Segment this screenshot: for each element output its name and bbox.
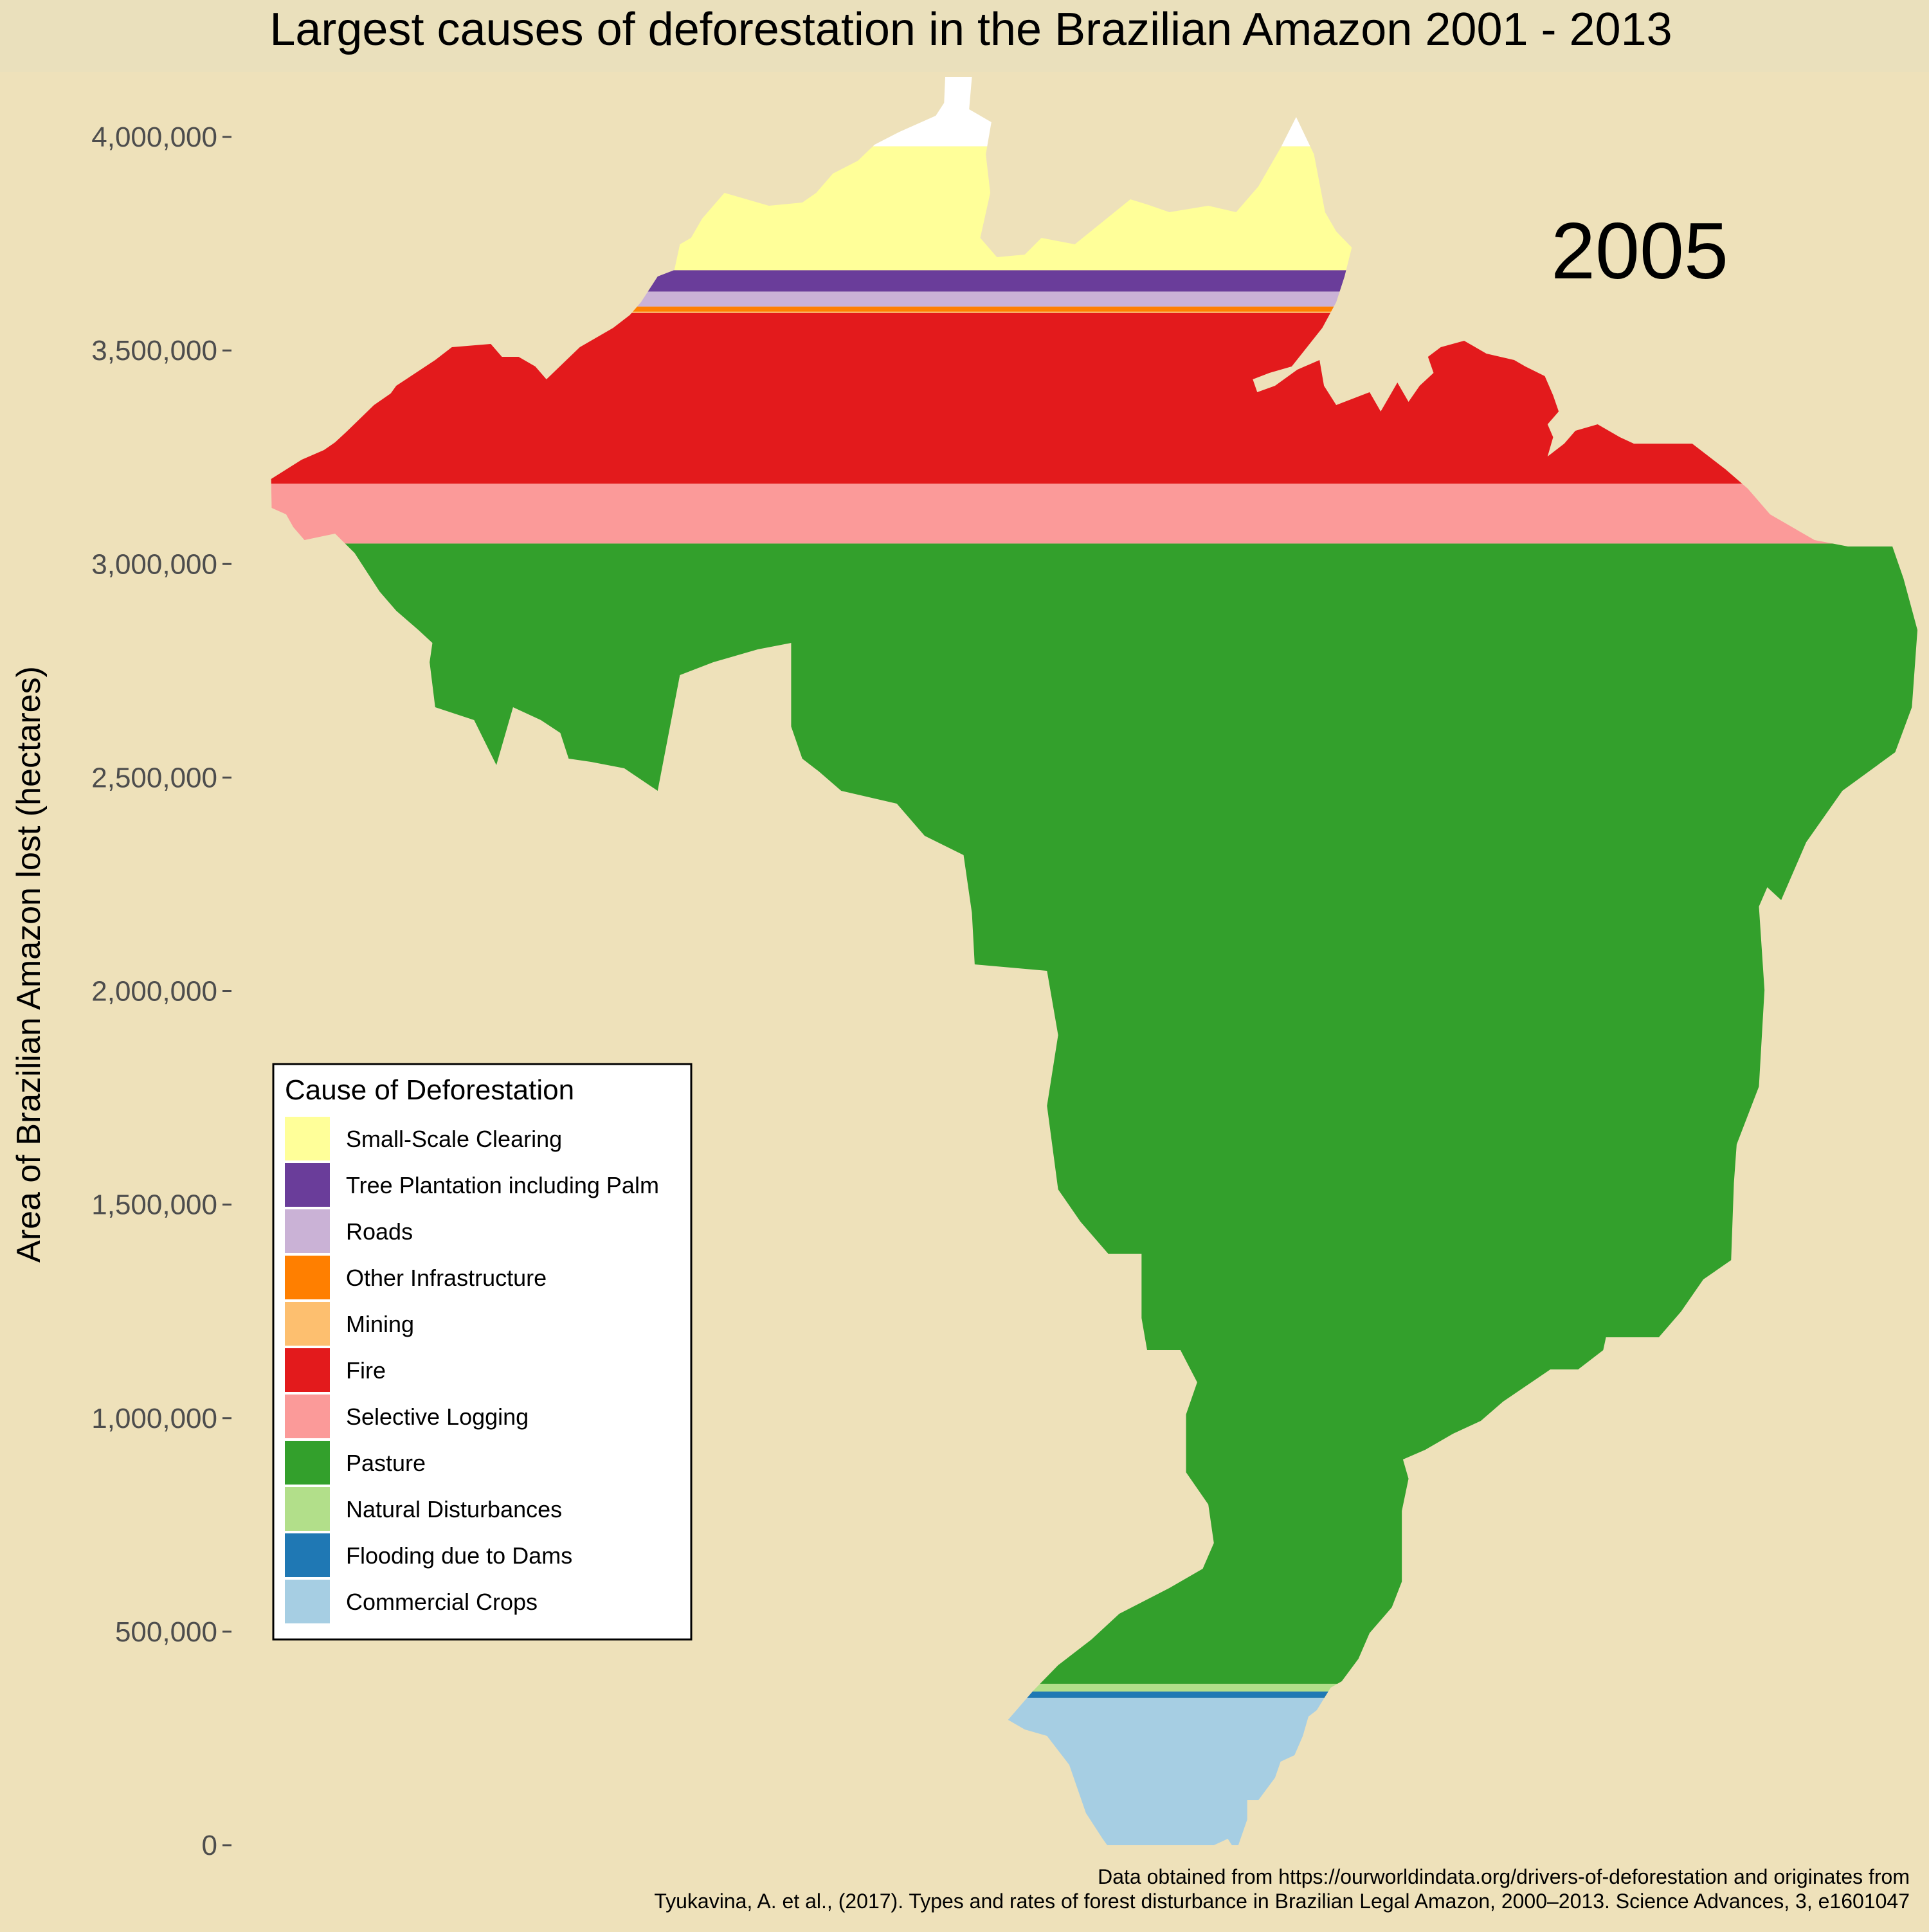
y-tick-label: 2,500,000 bbox=[91, 762, 217, 793]
legend-items: Small-Scale Clearing Tree Plantation incl… bbox=[285, 1117, 659, 1623]
y-tick-label: 2,000,000 bbox=[91, 976, 217, 1007]
y-tick-label: 1,500,000 bbox=[91, 1189, 217, 1221]
legend-key bbox=[285, 1533, 330, 1577]
legend-box bbox=[272, 1063, 693, 1641]
legend-title: Cause of Deforestation bbox=[285, 1074, 574, 1106]
chart-title: Largest causes of deforestation in the B… bbox=[269, 4, 1672, 55]
legend-label: Tree Plantation including Palm bbox=[346, 1172, 659, 1198]
legend-label: Natural Disturbances bbox=[346, 1496, 562, 1522]
band-flooding-due-to-dams bbox=[271, 1691, 1918, 1698]
y-tick-label: 4,000,000 bbox=[91, 122, 217, 153]
legend-label: Pasture bbox=[346, 1450, 426, 1476]
legend-key bbox=[285, 1348, 330, 1392]
legend-key bbox=[285, 1117, 330, 1160]
y-tick-label: 3,500,000 bbox=[91, 335, 217, 366]
y-tick-label: 1,000,000 bbox=[91, 1403, 217, 1434]
band-natural-disturbances bbox=[271, 1683, 1918, 1692]
legend-label: Selective Logging bbox=[346, 1404, 529, 1430]
y-tick-label: 500,000 bbox=[115, 1616, 217, 1648]
caption-line-1: Data obtained from https://ourworldindat… bbox=[1098, 1865, 1910, 1888]
band-other-infrastructure bbox=[271, 306, 1918, 312]
legend-key bbox=[285, 1487, 330, 1531]
title-band bbox=[0, 0, 1929, 72]
legend-key bbox=[285, 1441, 330, 1485]
y-tick-label: 3,000,000 bbox=[91, 548, 217, 580]
band-selective-logging bbox=[271, 483, 1918, 544]
year-label: 2005 bbox=[1551, 207, 1728, 296]
legend-label: Commercial Crops bbox=[346, 1589, 538, 1615]
legend-label: Roads bbox=[346, 1218, 413, 1245]
legend: Cause of Deforestation Small-Scale Clear… bbox=[272, 1063, 693, 1641]
legend-label: Small-Scale Clearing bbox=[346, 1126, 562, 1152]
legend-label: Fire bbox=[346, 1357, 386, 1384]
legend-key bbox=[285, 1395, 330, 1438]
y-tick-label: 0 bbox=[202, 1830, 217, 1861]
legend-key bbox=[285, 1256, 330, 1299]
legend-label: Other Infrastructure bbox=[346, 1265, 547, 1291]
legend-key bbox=[285, 1580, 330, 1623]
band-mining bbox=[271, 311, 1918, 313]
legend-key bbox=[285, 1163, 330, 1207]
legend-label: Flooding due to Dams bbox=[346, 1542, 572, 1569]
legend-key bbox=[285, 1302, 330, 1346]
y-axis-label: Area of Brazilian Amazon lost (hectares) bbox=[10, 666, 48, 1263]
y-axis: 0 500,000 1,000,000 1,500,000 2,000,000 2,500… bbox=[91, 122, 231, 1861]
caption-line-2: Tyukavina, A. et al., (2017). Types and … bbox=[654, 1890, 1910, 1913]
legend-label: Mining bbox=[346, 1311, 414, 1337]
legend-key bbox=[285, 1209, 330, 1253]
